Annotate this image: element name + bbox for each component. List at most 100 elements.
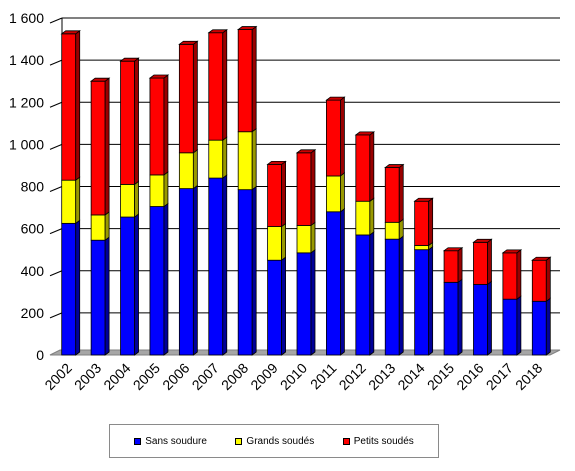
bar-segment-petits-soudés [237, 29, 253, 133]
bar-segment-grands-soudés [208, 139, 224, 179]
bar-2004 [119, 57, 140, 356]
bar-segment-petits-soudés [90, 80, 106, 216]
legend-swatch [342, 437, 350, 445]
bar-2007 [207, 28, 228, 356]
bar-segment-side [457, 278, 463, 356]
bar-segment-side [545, 297, 551, 356]
bar-top [148, 74, 170, 79]
x-axis-ticks: 2002200320042005200620072008200920102011… [41, 360, 545, 393]
bar-2010 [295, 149, 317, 356]
legend-item-grands-soudes: Grands soudés [235, 436, 314, 447]
bar-segment-side [251, 127, 257, 191]
bar-segment-side [369, 131, 375, 203]
bar-segment-petits-soudés [120, 60, 135, 185]
bar-segment-side [222, 28, 228, 141]
bar-segment-side [134, 213, 139, 356]
grid-line-side [49, 59, 63, 66]
bar-segment-petits-soudés [326, 99, 341, 177]
bar-2002 [60, 29, 81, 356]
bar-segment-side [487, 280, 492, 356]
bar-segment-side [369, 197, 375, 236]
bar-segment-grands-soudés [384, 221, 400, 240]
bar-2013 [384, 163, 405, 356]
bar-segment-petits-soudés [149, 77, 165, 176]
x-tick-label: 2002 [41, 360, 74, 393]
bar-segment-petits-soudés [531, 259, 547, 302]
legend-swatch [235, 437, 243, 445]
bar-top [178, 40, 199, 45]
bar-segment-sans-soudure [443, 281, 459, 356]
bar-segment-grands-soudés [120, 183, 135, 218]
y-axis-ticks: 0 200 400 600 800 1 000 1 200 1 400 1 600 [9, 10, 44, 363]
bar-segment-petits-soudés [355, 134, 371, 202]
bar-segment-petits-soudés [208, 32, 224, 141]
bar-segment-grands-soudés [178, 152, 194, 190]
bar-segment-grands-soudés [267, 226, 282, 261]
bar-segment-side [192, 149, 198, 190]
bar-top [89, 77, 111, 82]
bar-segment-side [251, 185, 257, 356]
bar-segment-side [222, 174, 228, 356]
bar-segment-side [281, 256, 286, 356]
bar-segment-side [75, 219, 81, 356]
bar-segment-side [192, 40, 198, 154]
bar-segment-sans-soudure [149, 206, 165, 356]
bar-segment-sans-soudure [326, 211, 341, 356]
bar-segment-grands-soudés [414, 245, 430, 251]
bar-segment-sans-soudure [355, 234, 371, 356]
x-tick-label: 2007 [189, 360, 222, 393]
bar-segment-petits-soudés [473, 241, 488, 285]
bar-segment-side [281, 160, 286, 228]
bar-segment-grands-soudés [90, 214, 106, 241]
bar-segment-petits-soudés [61, 33, 77, 181]
legend-swatch [134, 437, 142, 445]
grid-line-side [49, 17, 63, 24]
bar-top [384, 164, 405, 168]
bar-segment-petits-soudés [296, 152, 312, 226]
bar-top [531, 256, 552, 261]
grid-line-side [49, 270, 63, 277]
bar-segment-sans-soudure [502, 298, 518, 356]
bar-segment-petits-soudés [267, 163, 282, 227]
bar-segment-side [369, 231, 375, 356]
y-tick-label: 400 [21, 263, 45, 279]
bar-segment-petits-soudés [502, 252, 518, 300]
bar-2014 [413, 197, 434, 356]
bar-segment-side [222, 136, 228, 179]
x-tick-label: 2006 [159, 360, 192, 393]
legend-label: Grands soudés [246, 435, 315, 447]
bar-2009 [266, 160, 287, 356]
y-tick-label: 600 [21, 221, 45, 237]
x-tick-label: 2012 [336, 360, 369, 393]
bar-segment-side [251, 25, 257, 133]
legend-item-petits-soudes: Petits soudés [342, 436, 414, 447]
bar-segment-side [104, 77, 110, 216]
bar-segment-sans-soudure [208, 177, 224, 356]
bar-segment-sans-soudure [120, 216, 135, 356]
x-tick-label: 2015 [424, 360, 457, 393]
bar-top [119, 57, 140, 62]
x-tick-label: 2004 [100, 360, 133, 393]
bar-top [295, 149, 317, 154]
bar-top [472, 238, 493, 243]
bar-segment-side [398, 235, 404, 356]
bar-2005 [148, 74, 170, 356]
bar-segment-side [516, 295, 522, 356]
bar-2006 [178, 40, 199, 356]
y-tick-label: 0 [36, 347, 44, 363]
bar-top [413, 197, 434, 202]
grid-line-side [49, 312, 63, 319]
x-tick-label: 2011 [307, 360, 340, 393]
bar-2008 [236, 25, 258, 356]
bar-segment-side [104, 211, 110, 242]
bar-2011 [325, 96, 346, 356]
bar-segment-side [340, 96, 345, 177]
x-tick-label: 2003 [71, 360, 104, 393]
bar-segment-sans-soudure [414, 249, 430, 356]
bar-segment-side [398, 163, 404, 224]
y-tick-label: 800 [21, 179, 45, 195]
grid-line-side [49, 228, 63, 235]
bars [60, 25, 552, 356]
bar-top [501, 249, 523, 254]
